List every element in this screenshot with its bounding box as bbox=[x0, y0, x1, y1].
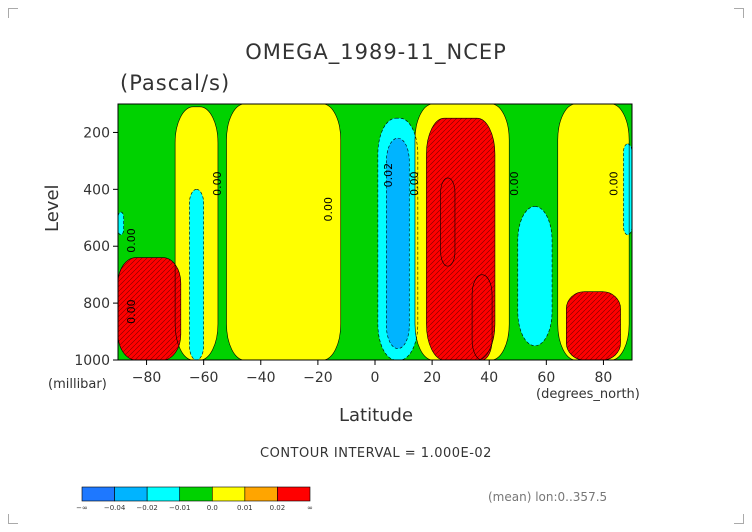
contour-label-3: 0.00 bbox=[322, 197, 335, 222]
contour-line-10 bbox=[557, 104, 630, 360]
x-tick-label-8: 80 bbox=[595, 370, 613, 386]
chart-title: OMEGA_1989-11_NCEP bbox=[245, 40, 507, 64]
colorbar-label-3: −0.01 bbox=[169, 504, 190, 512]
contour-lines-dense-11 bbox=[566, 291, 621, 360]
contour-region-13 bbox=[118, 212, 124, 235]
contour-line-14 bbox=[623, 143, 632, 236]
contour-region-2 bbox=[189, 189, 204, 360]
contour-region-14 bbox=[623, 143, 632, 235]
x-tick-label-6: 40 bbox=[480, 370, 498, 386]
colorbar-swatch-0 bbox=[81, 486, 115, 502]
x-tick-label-3: −20 bbox=[303, 370, 333, 386]
x-tick-label-4: 0 bbox=[371, 370, 380, 386]
averaging-note: (mean) lon:0..357.5 bbox=[488, 490, 608, 504]
y-tick-label-0: 200 bbox=[83, 125, 110, 141]
colorbar-label-1: −0.04 bbox=[104, 504, 126, 512]
contour-region-4 bbox=[386, 138, 410, 349]
contour-line-7 bbox=[440, 177, 456, 267]
contour-label-1: 0.00 bbox=[125, 299, 138, 324]
colorbar-swatch-2 bbox=[146, 486, 181, 502]
y-tick-label-3: 800 bbox=[83, 296, 110, 312]
x-axis-unit: (degrees_north) bbox=[536, 387, 640, 402]
crop-mark-top-left bbox=[8, 8, 18, 18]
colorbar-swatch-3 bbox=[179, 486, 213, 502]
contour-label-0: 0.00 bbox=[125, 228, 138, 253]
colorbar-swatch-1 bbox=[114, 486, 148, 502]
contour-region-1 bbox=[226, 104, 341, 360]
contour-line-9 bbox=[517, 206, 553, 347]
x-tick-label-1: −60 bbox=[189, 370, 219, 386]
colorbar-swatch-5 bbox=[244, 486, 278, 502]
x-axis-label: Latitude bbox=[338, 405, 414, 426]
x-tick-label-7: 60 bbox=[537, 370, 555, 386]
colorbar-label-2: −0.02 bbox=[136, 504, 157, 512]
colorbar-label-0: −∞ bbox=[76, 504, 88, 512]
contour-line-11 bbox=[566, 291, 621, 360]
contour-lines-dense-12 bbox=[118, 257, 181, 360]
contour-line-5 bbox=[414, 104, 510, 360]
y-tick-label-1: 400 bbox=[83, 182, 110, 198]
chart-subtitle: (Pascal/s) bbox=[120, 71, 231, 95]
contour-region-9 bbox=[517, 206, 553, 346]
contour-line-4 bbox=[386, 137, 410, 349]
contour-lines-dense-7 bbox=[440, 177, 455, 267]
contour-label-4: 0.02 bbox=[382, 163, 395, 188]
colorbar-swatch-4 bbox=[211, 486, 246, 502]
contour-line-2 bbox=[189, 189, 204, 360]
contour-label-2: 0.00 bbox=[211, 171, 224, 196]
y-axis-unit: (millibar) bbox=[48, 377, 107, 392]
contour-line-13 bbox=[118, 211, 125, 236]
contour-label-6: 0.00 bbox=[508, 171, 521, 196]
contour-line-12 bbox=[118, 257, 182, 360]
crop-mark-bottom-left bbox=[8, 514, 18, 524]
contour-label-5: 0.00 bbox=[408, 171, 421, 196]
x-tick-label-0: −80 bbox=[132, 370, 162, 386]
contour-interval-note: CONTOUR INTERVAL = 1.000E-02 bbox=[260, 446, 492, 461]
contour-line-1 bbox=[226, 104, 342, 360]
contour-label-7: 0.00 bbox=[608, 171, 621, 196]
colorbar-label-7: ∞ bbox=[307, 504, 313, 512]
y-tick-label-4: 1000 bbox=[74, 353, 110, 369]
y-tick-label-2: 600 bbox=[83, 239, 110, 255]
colorbar-swatch-6 bbox=[277, 486, 311, 502]
x-tick-label-2: −40 bbox=[246, 370, 276, 386]
colorbar-label-4: 0.0 bbox=[207, 504, 218, 512]
colorbar-label-5: 0.01 bbox=[237, 504, 253, 512]
crop-mark-bottom-right bbox=[734, 514, 744, 524]
crop-mark-top-right bbox=[734, 8, 744, 18]
contour-lines-dense-8 bbox=[472, 274, 493, 360]
x-tick-label-5: 20 bbox=[423, 370, 441, 386]
colorbar-label-6: 0.02 bbox=[270, 504, 286, 512]
